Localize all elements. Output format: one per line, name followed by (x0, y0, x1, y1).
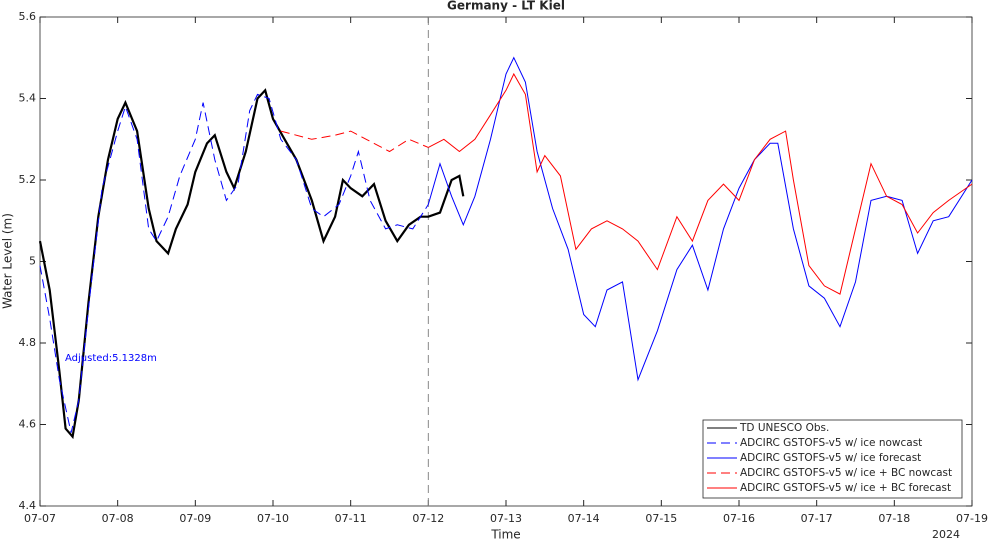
y-axis-label: Water Level (m) (1, 213, 15, 309)
x-tick-label: 07-08 (102, 512, 134, 525)
legend-box (702, 419, 963, 499)
legend-label: ADCIRC GSTOFS-v5 w/ ice nowcast (740, 437, 922, 449)
series-line (427, 56, 973, 382)
y-tick-label: 4.8 (19, 336, 37, 349)
y-tick-label: 5 (29, 255, 36, 268)
chart-title: Germany - LT Kiel (447, 0, 565, 13)
y-tick-label: 5.6 (19, 10, 37, 23)
y-tick-label: 4.6 (19, 418, 37, 431)
x-tick-label: 07-11 (335, 512, 367, 525)
x-tick-label: 07-17 (801, 512, 833, 525)
x-tick-label: 07-13 (490, 512, 522, 525)
legend-label: ADCIRC GSTOFS-v5 w/ ice + BC forecast (740, 482, 951, 494)
y-tick-label: 4.4 (19, 499, 37, 512)
x-tick-label: 07-18 (878, 512, 910, 525)
x-tick-label: 07-07 (24, 512, 56, 525)
y-tick-label: 5.2 (19, 173, 37, 186)
x-tick-label: 07-10 (257, 512, 289, 525)
legend-label: ADCIRC GSTOFS-v5 w/ ice forecast (740, 452, 921, 464)
x-tick-label: 07-19 (956, 512, 988, 525)
x-tick-label: 07-15 (645, 512, 677, 525)
series-line (428, 72, 973, 295)
series-line (280, 130, 429, 153)
x-tick-label: 07-16 (723, 512, 755, 525)
legend-label: TD UNESCO Obs. (739, 422, 829, 434)
series-line (39, 93, 429, 433)
legend-label: ADCIRC GSTOFS-v5 w/ ice + BC nowcast (740, 467, 952, 479)
x-corner-label: 2024 (932, 528, 960, 541)
annotation: Adjusted:5.1328m (65, 353, 157, 364)
x-axis-label: Time (490, 528, 520, 541)
x-tick-label: 07-12 (412, 512, 444, 525)
y-tick-label: 5.4 (19, 92, 37, 105)
x-tick-label: 07-14 (568, 512, 600, 525)
x-tick-label: 07-09 (179, 512, 211, 525)
